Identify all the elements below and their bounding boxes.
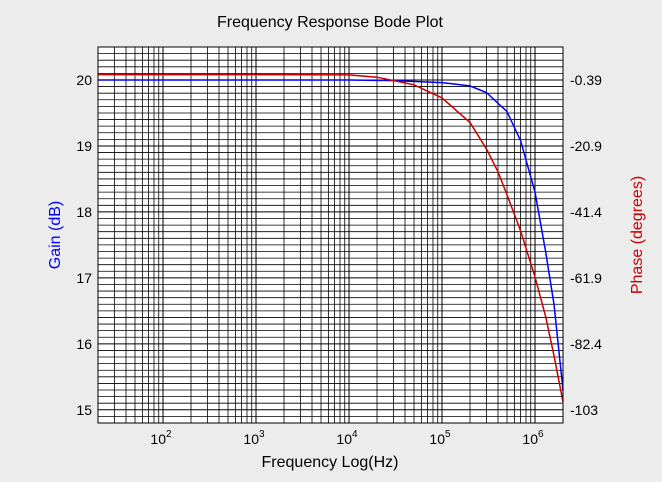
y-tick-label: 19	[76, 138, 92, 154]
plot-frame	[97, 46, 564, 424]
x-tick-label: 102	[150, 429, 172, 447]
plot-area	[98, 47, 563, 423]
x-axis-label: Frequency Log(Hz)	[262, 454, 399, 471]
x-tick-base: 10	[336, 431, 352, 447]
x-tick-exponent: 3	[259, 429, 265, 440]
y-tick-label: 15	[76, 402, 92, 418]
x-tick-base: 10	[150, 431, 166, 447]
y2-axis-label: Phase (degrees)	[629, 176, 646, 294]
phase-series-line	[98, 73, 564, 402]
x-tick-exponent: 2	[166, 429, 172, 440]
x-tick-base: 10	[522, 431, 538, 447]
x-tick-base: 10	[243, 431, 259, 447]
gain-series-line	[98, 79, 564, 391]
x-tick-exponent: 5	[445, 429, 451, 440]
x-tick-label: 105	[429, 429, 451, 447]
y2-tick-label: -20.9	[570, 138, 602, 154]
y-axis-label: Gain (dB)	[47, 201, 64, 269]
y-tick-label: 16	[76, 336, 92, 352]
y-tick-label: 18	[76, 204, 92, 220]
y2-tick-label: -82.4	[570, 336, 602, 352]
chart-title: Frequency Response Bode Plot	[217, 14, 443, 31]
x-tick-label: 106	[522, 429, 544, 447]
y2-tick-label: -41.4	[570, 204, 602, 220]
x-tick-label: 104	[336, 429, 358, 447]
series-layer	[98, 73, 564, 402]
y-tick-label: 20	[76, 72, 92, 88]
y2-tick-label: -0.39	[570, 72, 602, 88]
y2-tick-label: -61.9	[570, 270, 602, 286]
x-tick-exponent: 6	[538, 429, 544, 440]
x-tick-label: 103	[243, 429, 265, 447]
x-tick-base: 10	[429, 431, 445, 447]
x-tick-exponent: 4	[352, 429, 358, 440]
y2-tick-label: -103	[570, 402, 598, 418]
y-tick-label: 17	[76, 270, 92, 286]
